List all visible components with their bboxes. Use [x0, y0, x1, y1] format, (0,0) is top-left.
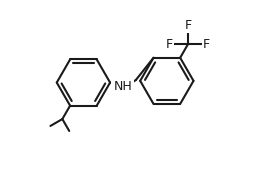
- Text: NH: NH: [114, 80, 132, 93]
- Text: F: F: [203, 38, 210, 51]
- Text: F: F: [184, 19, 191, 33]
- Text: F: F: [166, 38, 173, 51]
